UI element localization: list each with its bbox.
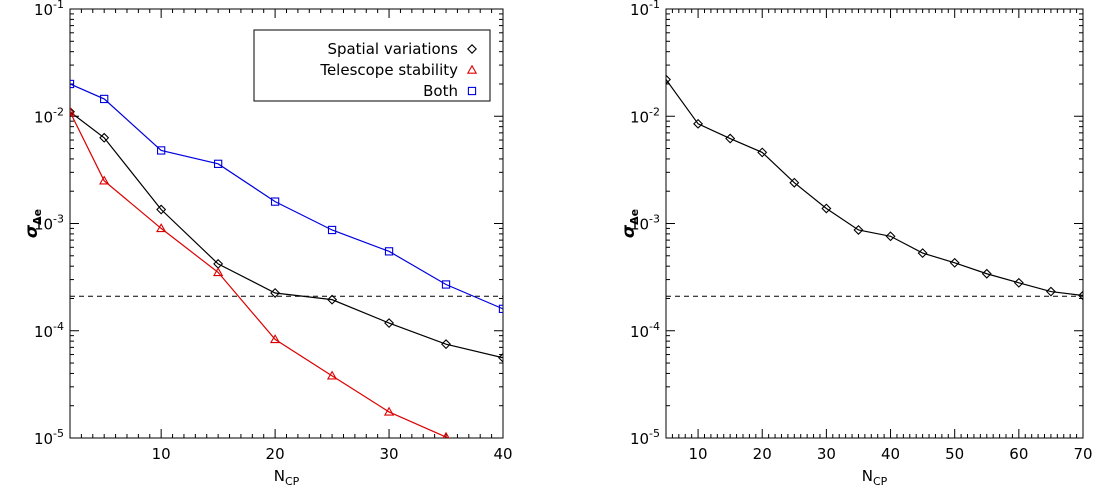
series-line-2 — [70, 83, 503, 310]
left-chart-panel: 10 20 30 40 10-5 10-4 10-3 10-2 10-1 NCP σΔe Spatia… — [22, 0, 513, 488]
data-point-1 — [442, 431, 450, 438]
data-point-0 — [917, 248, 928, 259]
data-point-2 — [213, 159, 223, 168]
legend-marker-2 — [467, 86, 477, 96]
data-point-0 — [885, 231, 896, 242]
legend-entry-label: Spatial variations — [327, 40, 458, 58]
x-tick-label: 50 — [945, 445, 964, 463]
x-tick-label: 10 — [689, 445, 708, 463]
data-point-2 — [157, 146, 166, 155]
data-point-0 — [498, 352, 503, 363]
data-point-0 — [384, 318, 395, 329]
plot-frame — [665, 8, 1084, 439]
right-chart-panel: 10 20 30 40 50 60 70 10-5 10-4 10-3 10-2 10-1 NCP σΔe — [619, 0, 1093, 488]
data-point-0 — [99, 132, 110, 143]
legend-marker-1 — [466, 64, 478, 74]
data-point-2 — [441, 280, 451, 289]
series-line-0 — [666, 79, 1083, 297]
x-tick-label: 10 — [152, 445, 171, 463]
data-point-2 — [270, 197, 280, 206]
data-area — [70, 79, 503, 438]
series-line-0 — [70, 111, 503, 359]
data-point-1 — [156, 223, 167, 233]
y-tick-label: 10-5 — [34, 427, 64, 448]
y-tick-label: 10-1 — [630, 0, 660, 19]
y-tick-label: 10-2 — [34, 105, 64, 126]
legend-marker-0 — [467, 44, 477, 54]
data-point-0 — [757, 147, 768, 158]
data-point-0 — [1045, 286, 1056, 297]
y-tick-label: 10-2 — [630, 105, 660, 126]
x-tick-label: 20 — [753, 445, 772, 463]
data-point-0 — [1078, 290, 1083, 301]
y-tick-label: 10-1 — [34, 0, 64, 19]
data-point-2 — [384, 247, 394, 256]
data-point-0 — [1013, 277, 1024, 288]
data-area — [666, 74, 1083, 301]
data-point-0 — [70, 106, 75, 117]
y-axis-label: σΔe — [22, 209, 44, 238]
y-tick-label: 10-4 — [34, 320, 64, 341]
data-point-0 — [981, 268, 992, 279]
data-point-2 — [70, 79, 75, 89]
data-point-1 — [212, 267, 224, 277]
x-tick-label: 30 — [817, 445, 836, 463]
data-point-1 — [99, 175, 110, 185]
data-point-0 — [693, 118, 704, 129]
data-point-0 — [853, 225, 864, 235]
data-point-1 — [383, 406, 395, 416]
data-point-1 — [70, 106, 76, 116]
x-tick-label: 30 — [380, 445, 399, 463]
data-point-2 — [498, 304, 503, 314]
y-tick-label: 10-3 — [34, 213, 64, 234]
data-point-0 — [725, 133, 736, 144]
data-point-0 — [327, 294, 338, 305]
data-point-0 — [270, 288, 281, 298]
y-tick-label: 10-4 — [630, 320, 660, 341]
data-point-0 — [441, 339, 452, 350]
legend-entry-label: Telescope stability — [319, 61, 458, 79]
data-point-0 — [949, 257, 960, 268]
legend-entry-label: Both — [423, 82, 458, 100]
data-point-2 — [327, 225, 337, 235]
legend: Spatial variations Telescope stability Bot… — [253, 29, 491, 102]
data-point-0 — [156, 204, 167, 215]
legend-box — [253, 29, 491, 102]
data-point-1 — [326, 370, 338, 380]
series-line-1 — [70, 111, 451, 438]
y-tick-label: 10-3 — [630, 213, 660, 234]
x-tick-label: 60 — [1009, 445, 1028, 463]
data-point-2 — [100, 94, 109, 104]
data-point-0 — [821, 203, 832, 214]
data-point-1 — [269, 334, 281, 344]
x-tick-label: 20 — [266, 445, 285, 463]
y-axis-label: σΔe — [619, 209, 641, 238]
y-tick-label: 10-5 — [630, 427, 660, 448]
data-point-0 — [789, 177, 800, 188]
x-axis-label: NCP — [862, 467, 888, 488]
x-tick-label: 40 — [881, 445, 900, 463]
data-point-0 — [666, 74, 671, 85]
x-axis-label: NCP — [274, 467, 300, 488]
x-tick-label: 40 — [493, 445, 512, 463]
x-tick-label: 70 — [1073, 445, 1092, 463]
